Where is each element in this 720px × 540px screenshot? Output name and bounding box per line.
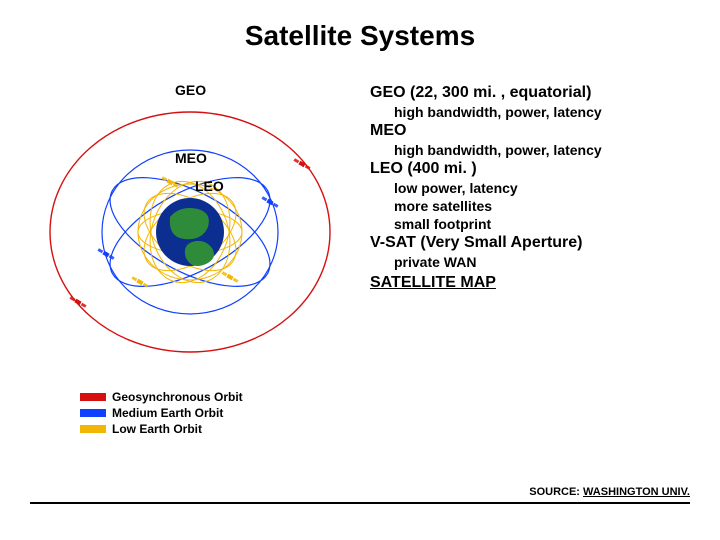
leo-detail-1: low power, latency (394, 180, 700, 196)
legend-swatch (80, 425, 106, 433)
satellite-map-link[interactable]: SATELLITE MAP (370, 274, 700, 292)
legend-swatch (80, 393, 106, 401)
source-prefix: SOURCE: (529, 486, 583, 498)
leo-label: LEO (195, 178, 224, 194)
legend-swatch (80, 409, 106, 417)
meo-heading: MEO (370, 122, 700, 140)
meo-label: MEO (175, 150, 207, 166)
legend: Geosynchronous Orbit Medium Earth Orbit Lo… (80, 390, 360, 436)
source-link[interactable]: WASHINGTON UNIV. (583, 486, 690, 498)
footer-rule (30, 502, 690, 504)
page-title: Satellite Systems (0, 0, 720, 52)
geo-detail: high bandwidth, power, latency (394, 104, 700, 120)
vsat-heading: V-SAT (Very Small Aperture) (370, 234, 700, 252)
leo-heading: LEO (400 mi. ) (370, 160, 700, 178)
legend-text: Low Earth Orbit (112, 422, 202, 436)
legend-row: Low Earth Orbit (80, 422, 360, 436)
vsat-detail: private WAN (394, 254, 700, 270)
diagram-column: GEO MEO LEO Geosynchronous Orbit Medium E… (20, 82, 360, 438)
text-column: GEO (22, 300 mi. , equatorial) high band… (360, 82, 700, 438)
orbit-diagram (20, 82, 360, 382)
source-line: SOURCE: WASHINGTON UNIV. (529, 486, 690, 498)
legend-text: Medium Earth Orbit (112, 406, 223, 420)
content-area: GEO MEO LEO Geosynchronous Orbit Medium E… (0, 82, 720, 438)
legend-row: Geosynchronous Orbit (80, 390, 360, 404)
legend-text: Geosynchronous Orbit (112, 390, 243, 404)
geo-label: GEO (175, 82, 206, 98)
geo-heading: GEO (22, 300 mi. , equatorial) (370, 84, 700, 102)
legend-row: Medium Earth Orbit (80, 406, 360, 420)
leo-detail-2: more satellites (394, 198, 700, 214)
meo-detail: high bandwidth, power, latency (394, 142, 700, 158)
leo-detail-3: small footprint (394, 216, 700, 232)
